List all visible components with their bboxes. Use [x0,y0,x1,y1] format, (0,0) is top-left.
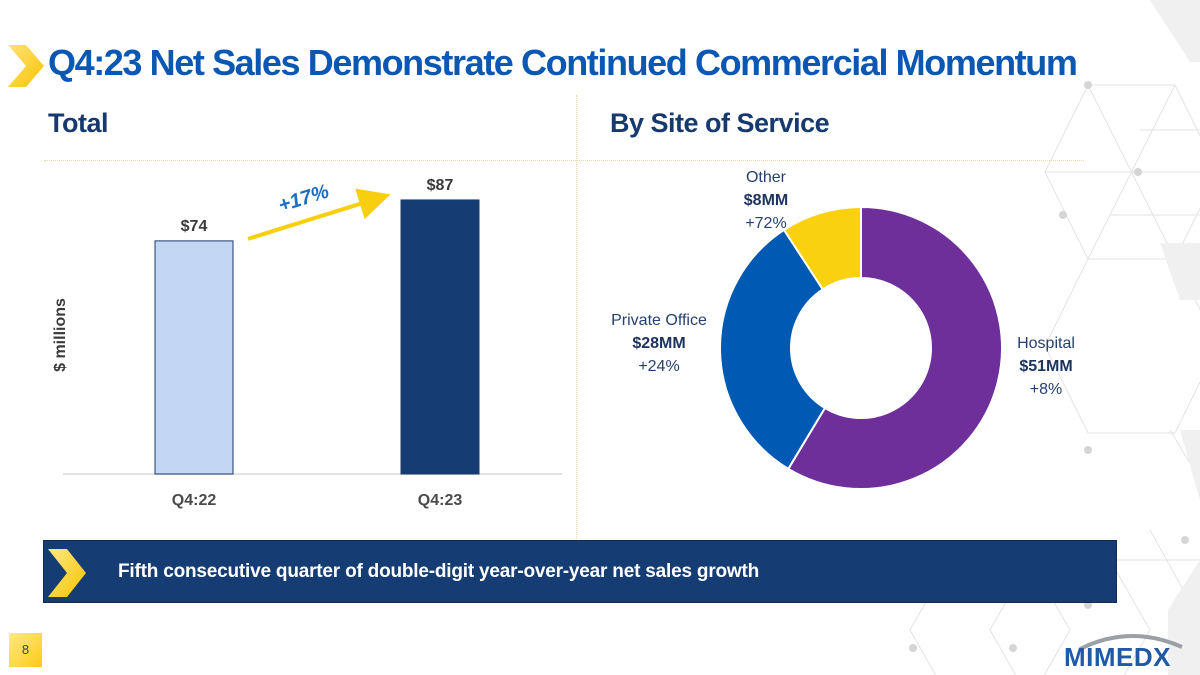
growth-annotation: +17% [276,180,332,216]
hex-fill-shape [1180,430,1200,500]
site-of-service-donut-chart: Hospital $51MM +8% Private Office $28MM +24% O… [611,169,1075,490]
hex-node [1181,536,1189,544]
donut-label-hospital: Hospital $51MM +8% [1017,335,1075,398]
slice-growth: +8% [1030,381,1062,398]
hex-fill-shape [1160,243,1200,300]
section-divider-vertical [576,95,577,545]
bar-data-label: $87 [427,177,454,194]
logo-wordmark: MIMEDX [1064,642,1171,672]
slice-name: Hospital [1017,335,1075,352]
bar-q4-22 [154,240,234,475]
company-logo: MIMEDX [1060,630,1190,672]
bar-data-label: $74 [181,218,208,235]
slice-value: $51MM [1019,358,1072,375]
bar-q4-23 [400,199,480,475]
donut-slice-other [782,205,862,291]
hex-node [1059,211,1067,219]
slice-growth: +24% [638,358,679,375]
slice-value: $8MM [744,192,788,209]
hex-fill-shape [1150,0,1200,62]
logo-arc-icon [1079,634,1183,650]
slide-title: Q4:23 Net Sales Demonstrate Continued Co… [48,42,1078,83]
hex-node [1134,168,1142,176]
key-takeaway-text: Fifth consecutive quarter of double-digi… [118,561,760,582]
hex-node [1084,446,1092,454]
y-axis-label: $ millions [52,298,69,372]
total-net-sales-bar-chart: $ millions $74 $87 Q4:22 Q4:23 +17% [52,177,562,509]
growth-arrow [247,188,391,241]
donut-label-private-office: Private Office $28MM +24% [611,312,707,375]
chevron-right-icon [8,45,44,87]
key-takeaway-banner: Fifth consecutive quarter of double-digi… [43,540,1117,603]
hex-node [909,644,917,652]
hex-node [1084,601,1092,609]
slice-growth: +72% [745,215,786,232]
slice-name: Other [746,169,787,186]
x-tick-label: Q4:22 [172,492,217,509]
hex-node [1084,81,1092,89]
section-title-total: Total [48,108,109,138]
section-divider-horizontal [44,160,1084,161]
section-title-site-of-service: By Site of Service [610,108,830,138]
hex-node [1009,644,1017,652]
x-tick-label: Q4:23 [418,492,463,509]
donut-slice-hospital [786,205,1003,490]
chevron-right-icon [48,549,86,597]
slice-value: $28MM [632,335,685,352]
slice-name: Private Office [611,312,707,329]
donut-slice-private-office [719,228,827,471]
page-number: 8 [9,633,42,667]
donut-label-other: Other $8MM +72% [744,169,788,232]
